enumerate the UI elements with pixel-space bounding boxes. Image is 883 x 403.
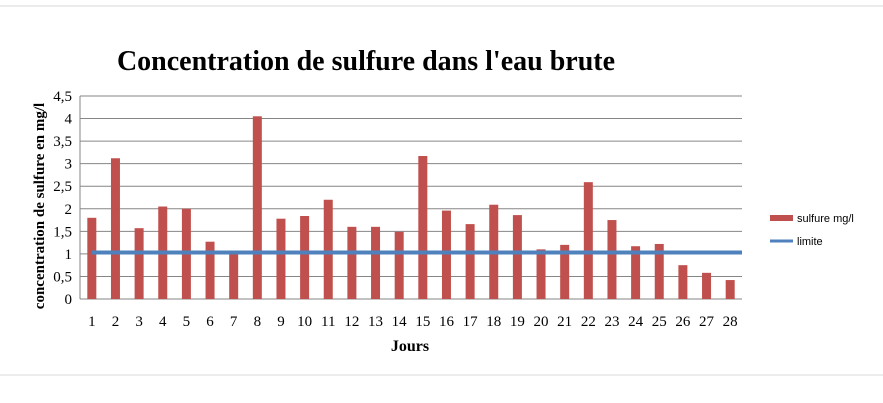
bar-sulfure-day-15: [418, 155, 428, 299]
chart-title: Concentration de sulfure dans l'eau brut…: [117, 46, 615, 77]
y-tick-label: 3: [65, 157, 73, 173]
bar-sulfure-day-27: [702, 272, 712, 299]
bar-sulfure-day-7: [229, 252, 239, 299]
y-tick-label: 1,5: [53, 224, 72, 240]
bar-sulfure-day-22: [583, 182, 593, 299]
x-tick-label: 19: [510, 314, 525, 330]
x-tick-label: 26: [675, 314, 691, 330]
x-tick-label: 12: [344, 314, 359, 330]
x-tick-label: 2: [112, 314, 120, 330]
bar-sulfure-day-14: [394, 231, 404, 299]
legend-label-sulfure: sulfure mg/l: [797, 213, 854, 225]
x-tick-label: 13: [368, 314, 383, 330]
x-tick-label: 21: [557, 314, 572, 330]
bar-series: [87, 116, 735, 299]
bar-sulfure-day-11: [323, 199, 333, 299]
bar-sulfure-day-26: [678, 265, 688, 299]
x-tick-label: 25: [652, 314, 667, 330]
y-axis-label: concentration de sulfure en mg/l: [32, 103, 48, 309]
x-tick-label: 18: [486, 314, 501, 330]
y-tick-label: 2,5: [53, 179, 72, 195]
x-tick-label: 17: [463, 314, 479, 330]
bar-sulfure-day-21: [560, 244, 570, 299]
bar-sulfure-day-28: [725, 280, 735, 299]
x-tick-label: 11: [321, 314, 335, 330]
bar-sulfure-day-2: [110, 158, 120, 299]
bar-sulfure-day-1: [87, 217, 97, 299]
bar-sulfure-day-13: [371, 226, 381, 299]
y-tick-label: 3,5: [53, 134, 72, 150]
bar-sulfure-day-6: [205, 241, 215, 299]
x-tick-label: 4: [159, 314, 167, 330]
x-tick-label: 1: [88, 314, 96, 330]
bar-sulfure-day-16: [441, 210, 451, 299]
bar-sulfure-day-17: [465, 224, 475, 299]
bar-sulfure-day-8: [252, 116, 262, 299]
x-tick-label: 6: [206, 314, 214, 330]
x-tick-label: 3: [135, 314, 143, 330]
x-tick-label: 24: [628, 314, 644, 330]
x-tick-label: 7: [230, 314, 238, 330]
y-tick-label: 4: [65, 112, 73, 128]
y-tick-label: 2: [65, 202, 73, 218]
bar-sulfure-day-19: [512, 215, 522, 299]
gridlines: [79, 95, 742, 300]
x-tick-label: 27: [699, 314, 715, 330]
x-tick-label: 10: [297, 314, 312, 330]
x-tick-label: 23: [604, 314, 619, 330]
x-tick-label: 14: [392, 314, 408, 330]
x-tick-label: 20: [534, 314, 549, 330]
x-tick-label: 5: [183, 314, 191, 330]
bar-sulfure-day-12: [347, 226, 357, 299]
x-tick-label: 28: [723, 314, 738, 330]
x-axis-ticks: 1 2 3 4 5 6 7 8 9 10 11 12 13 14 15 16 17 18 19 20 21 22 23 24 2…: [88, 314, 738, 330]
legend-swatch-sulfure: [770, 215, 793, 221]
x-tick-label: 15: [415, 314, 430, 330]
bar-sulfure-day-23: [607, 220, 617, 299]
bar-sulfure-day-9: [276, 218, 286, 299]
bar-sulfure-day-24: [631, 246, 641, 299]
y-tick-label: 0,5: [53, 269, 72, 285]
y-tick-label: 4,5: [53, 89, 72, 105]
bar-sulfure-day-3: [134, 228, 144, 299]
legend: sulfure mg/l limite: [770, 213, 854, 248]
x-axis-label: Jours: [391, 338, 429, 355]
x-tick-label: 22: [581, 314, 596, 330]
x-tick-label: 9: [277, 314, 285, 330]
x-tick-label: 8: [254, 314, 262, 330]
bar-sulfure-day-25: [654, 243, 664, 299]
y-tick-label: 0: [65, 292, 73, 308]
y-axis-ticks: 0 0,5 1 1,5 2 2,5 3 3,5 4 4,5: [53, 89, 72, 308]
legend-label-limite: limite: [797, 236, 823, 248]
x-tick-label: 16: [439, 314, 455, 330]
y-tick-label: 1: [65, 247, 73, 263]
bar-sulfure-day-10: [300, 215, 310, 299]
bar-sulfure-day-20: [536, 249, 546, 299]
